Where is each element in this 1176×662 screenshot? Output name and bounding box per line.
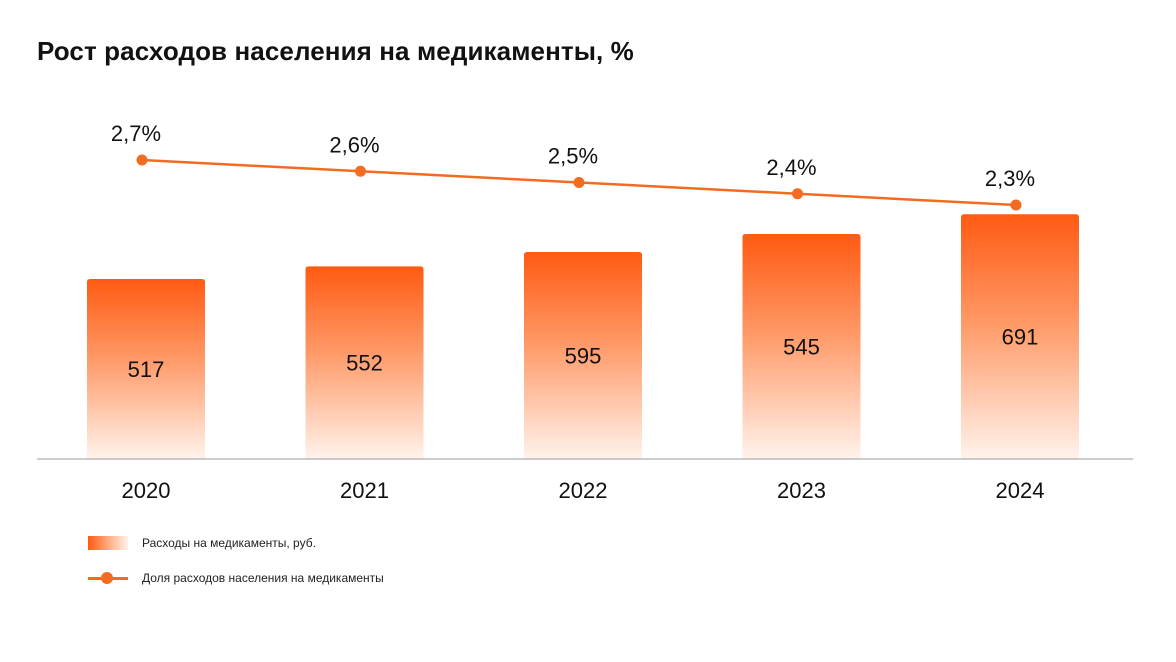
legend-swatch-line [88,571,128,585]
share-value-label: 2,5% [548,144,598,169]
bar-2023 [742,234,861,459]
legend-item-line: Доля расходов населения на медикаменты [88,565,384,591]
legend: Расходы на медикаменты, руб. Доля расход… [88,530,384,600]
share-point-2023 [792,188,803,200]
share-value-label: 2,4% [766,155,816,180]
x-tick-label: 2022 [559,478,608,503]
x-tick-label: 2021 [340,478,389,503]
legend-item-bars: Расходы на медикаменты, руб. [88,530,384,556]
legend-swatch-bars [88,536,128,550]
bar-2021 [305,266,424,459]
bar-value-label: 595 [565,344,602,369]
chart-canvas: 517 2020 552 2021 595 2022 545 2023 691 2024 2,7% 2… [37,121,1133,503]
bar-value-label: 552 [346,351,383,376]
bar-value-label: 517 [128,357,165,382]
share-point-2022 [573,177,585,188]
share-point-2020 [136,154,148,166]
x-tick-label: 2023 [777,478,826,503]
bar-value-label: 545 [783,335,820,360]
legend-label-line: Доля расходов населения на медикаменты [142,571,384,585]
x-tick-label: 2024 [996,478,1045,503]
bar-2022 [524,252,642,459]
legend-label-bars: Расходы на медикаменты, руб. [142,536,316,550]
bar-value-label: 691 [1002,325,1039,350]
share-value-label: 2,7% [111,121,161,146]
share-point-2021 [355,165,366,177]
share-point-2024 [1010,199,1022,211]
x-tick-label: 2020 [122,478,171,503]
share-value-label: 2,6% [329,132,379,157]
bar-2020 [87,279,205,459]
bar-2024 [961,214,1079,459]
share-value-label: 2,3% [985,166,1035,191]
chart-title: Рост расходов населения на медикаменты, … [37,36,634,66]
